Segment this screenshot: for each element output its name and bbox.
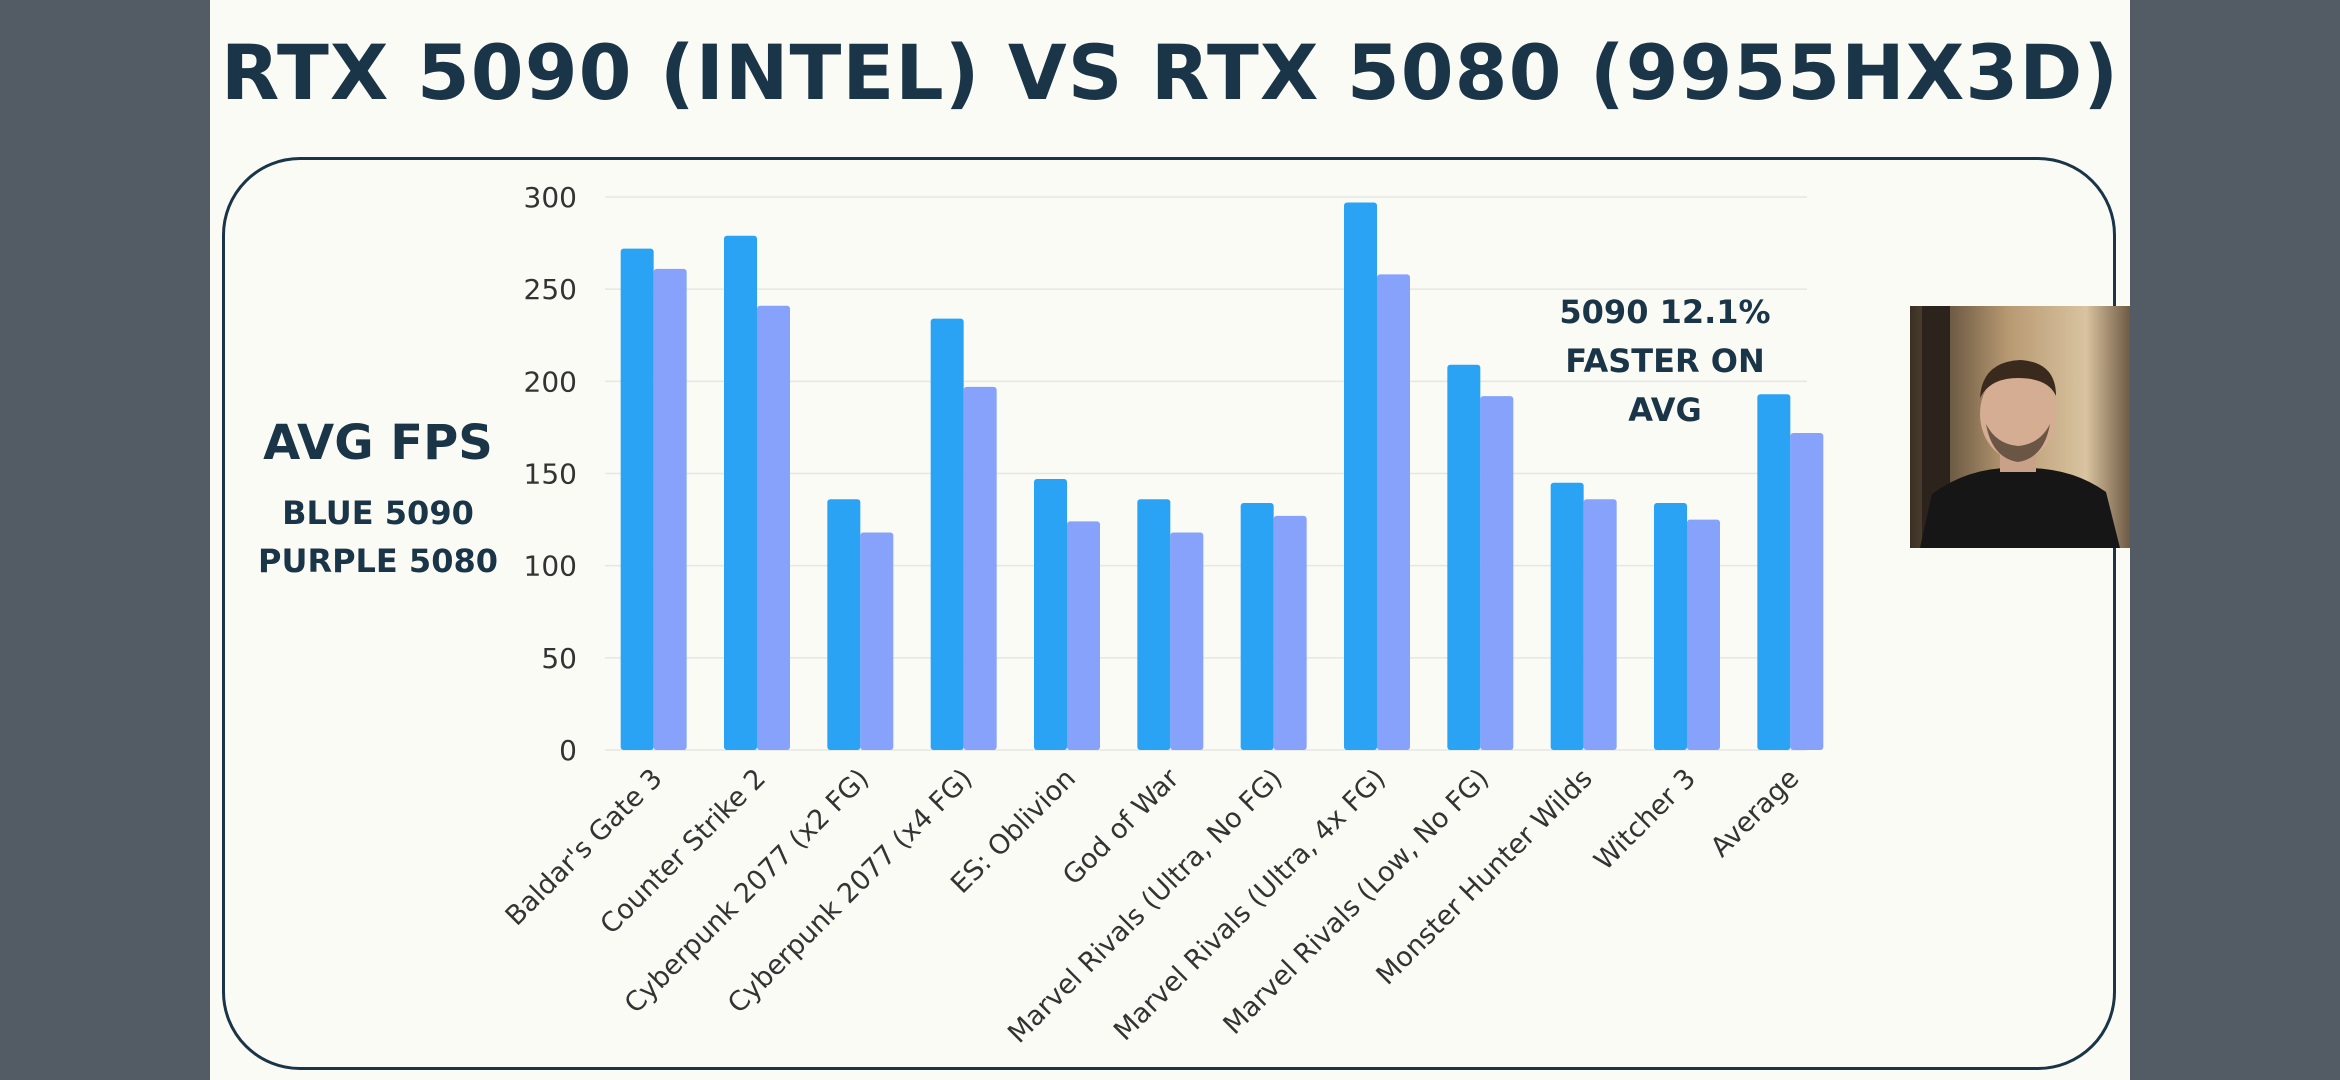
webcam-overlay: [1910, 306, 2130, 548]
y-tick-label: 50: [541, 642, 577, 675]
legend-purple-label: PURPLE 5080: [258, 542, 498, 580]
bar-5090: [1137, 499, 1171, 750]
bar-chart: 0 50 100 150 200 250 300 Baldar's Gate 3Counte…: [500, 181, 1824, 1049]
y-tick-label: 100: [524, 550, 577, 583]
bar-5090: [930, 318, 964, 750]
bar-5080: [963, 386, 997, 750]
x-tick-label: Monster Hunter Wilds: [1370, 763, 1598, 991]
bar-5080: [1480, 396, 1514, 750]
y-tick-label: 250: [524, 273, 577, 306]
bar-5080: [860, 532, 894, 750]
bar-5080: [1583, 499, 1617, 750]
bar-5090: [1344, 202, 1377, 750]
legend-blue-label: BLUE 5090: [282, 494, 474, 532]
person-head: [1980, 368, 2056, 460]
person-body: [1920, 467, 2120, 548]
bar-5090: [1757, 394, 1791, 750]
annotation: 5090 12.1% FASTER ON AVG: [1480, 288, 1850, 435]
person-beard: [1986, 424, 2050, 462]
bar-5090: [620, 248, 654, 750]
bar-5080: [1170, 532, 1204, 750]
annotation-line: FASTER ON: [1565, 342, 1765, 380]
y-tick-label: 200: [524, 365, 577, 398]
slide: RTX 5090 (INTEL) VS RTX 5080 (9955HX3D) …: [210, 0, 2130, 1080]
bar-5080: [1377, 274, 1410, 750]
bar-5080: [757, 305, 790, 750]
y-tick-labels: 0 50 100 150 200 250 300: [524, 181, 577, 767]
bar-5080: [1273, 515, 1307, 750]
bar-5090: [1654, 502, 1687, 750]
bar-5090: [1447, 364, 1481, 750]
annotation-line: 5090 12.1%: [1559, 293, 1771, 331]
bar-5090: [1550, 482, 1584, 750]
bar-5080: [1067, 521, 1100, 750]
y-axis-label: AVG FPS: [263, 415, 493, 471]
chart-title: RTX 5090 (INTEL) VS RTX 5080 (9955HX3D): [220, 28, 2120, 117]
bar-5080: [1790, 432, 1824, 750]
x-tick-label: Average: [1705, 763, 1805, 863]
chart-frame: [222, 157, 2116, 1070]
bar-5090: [724, 235, 757, 750]
bar-5090: [1240, 502, 1274, 750]
y-tick-label: 0: [559, 734, 577, 767]
person-hair: [1980, 360, 2056, 398]
bars: [620, 202, 1824, 750]
bar-5090: [1034, 479, 1067, 750]
y-tick-label: 300: [524, 181, 577, 214]
bar-5080: [653, 268, 687, 750]
y-tick-label: 150: [524, 458, 577, 491]
annotation-line: AVG: [1628, 391, 1702, 429]
x-tick-label: Witcher 3: [1588, 763, 1702, 877]
bar-5090: [827, 499, 861, 750]
bar-5080: [1687, 519, 1720, 750]
